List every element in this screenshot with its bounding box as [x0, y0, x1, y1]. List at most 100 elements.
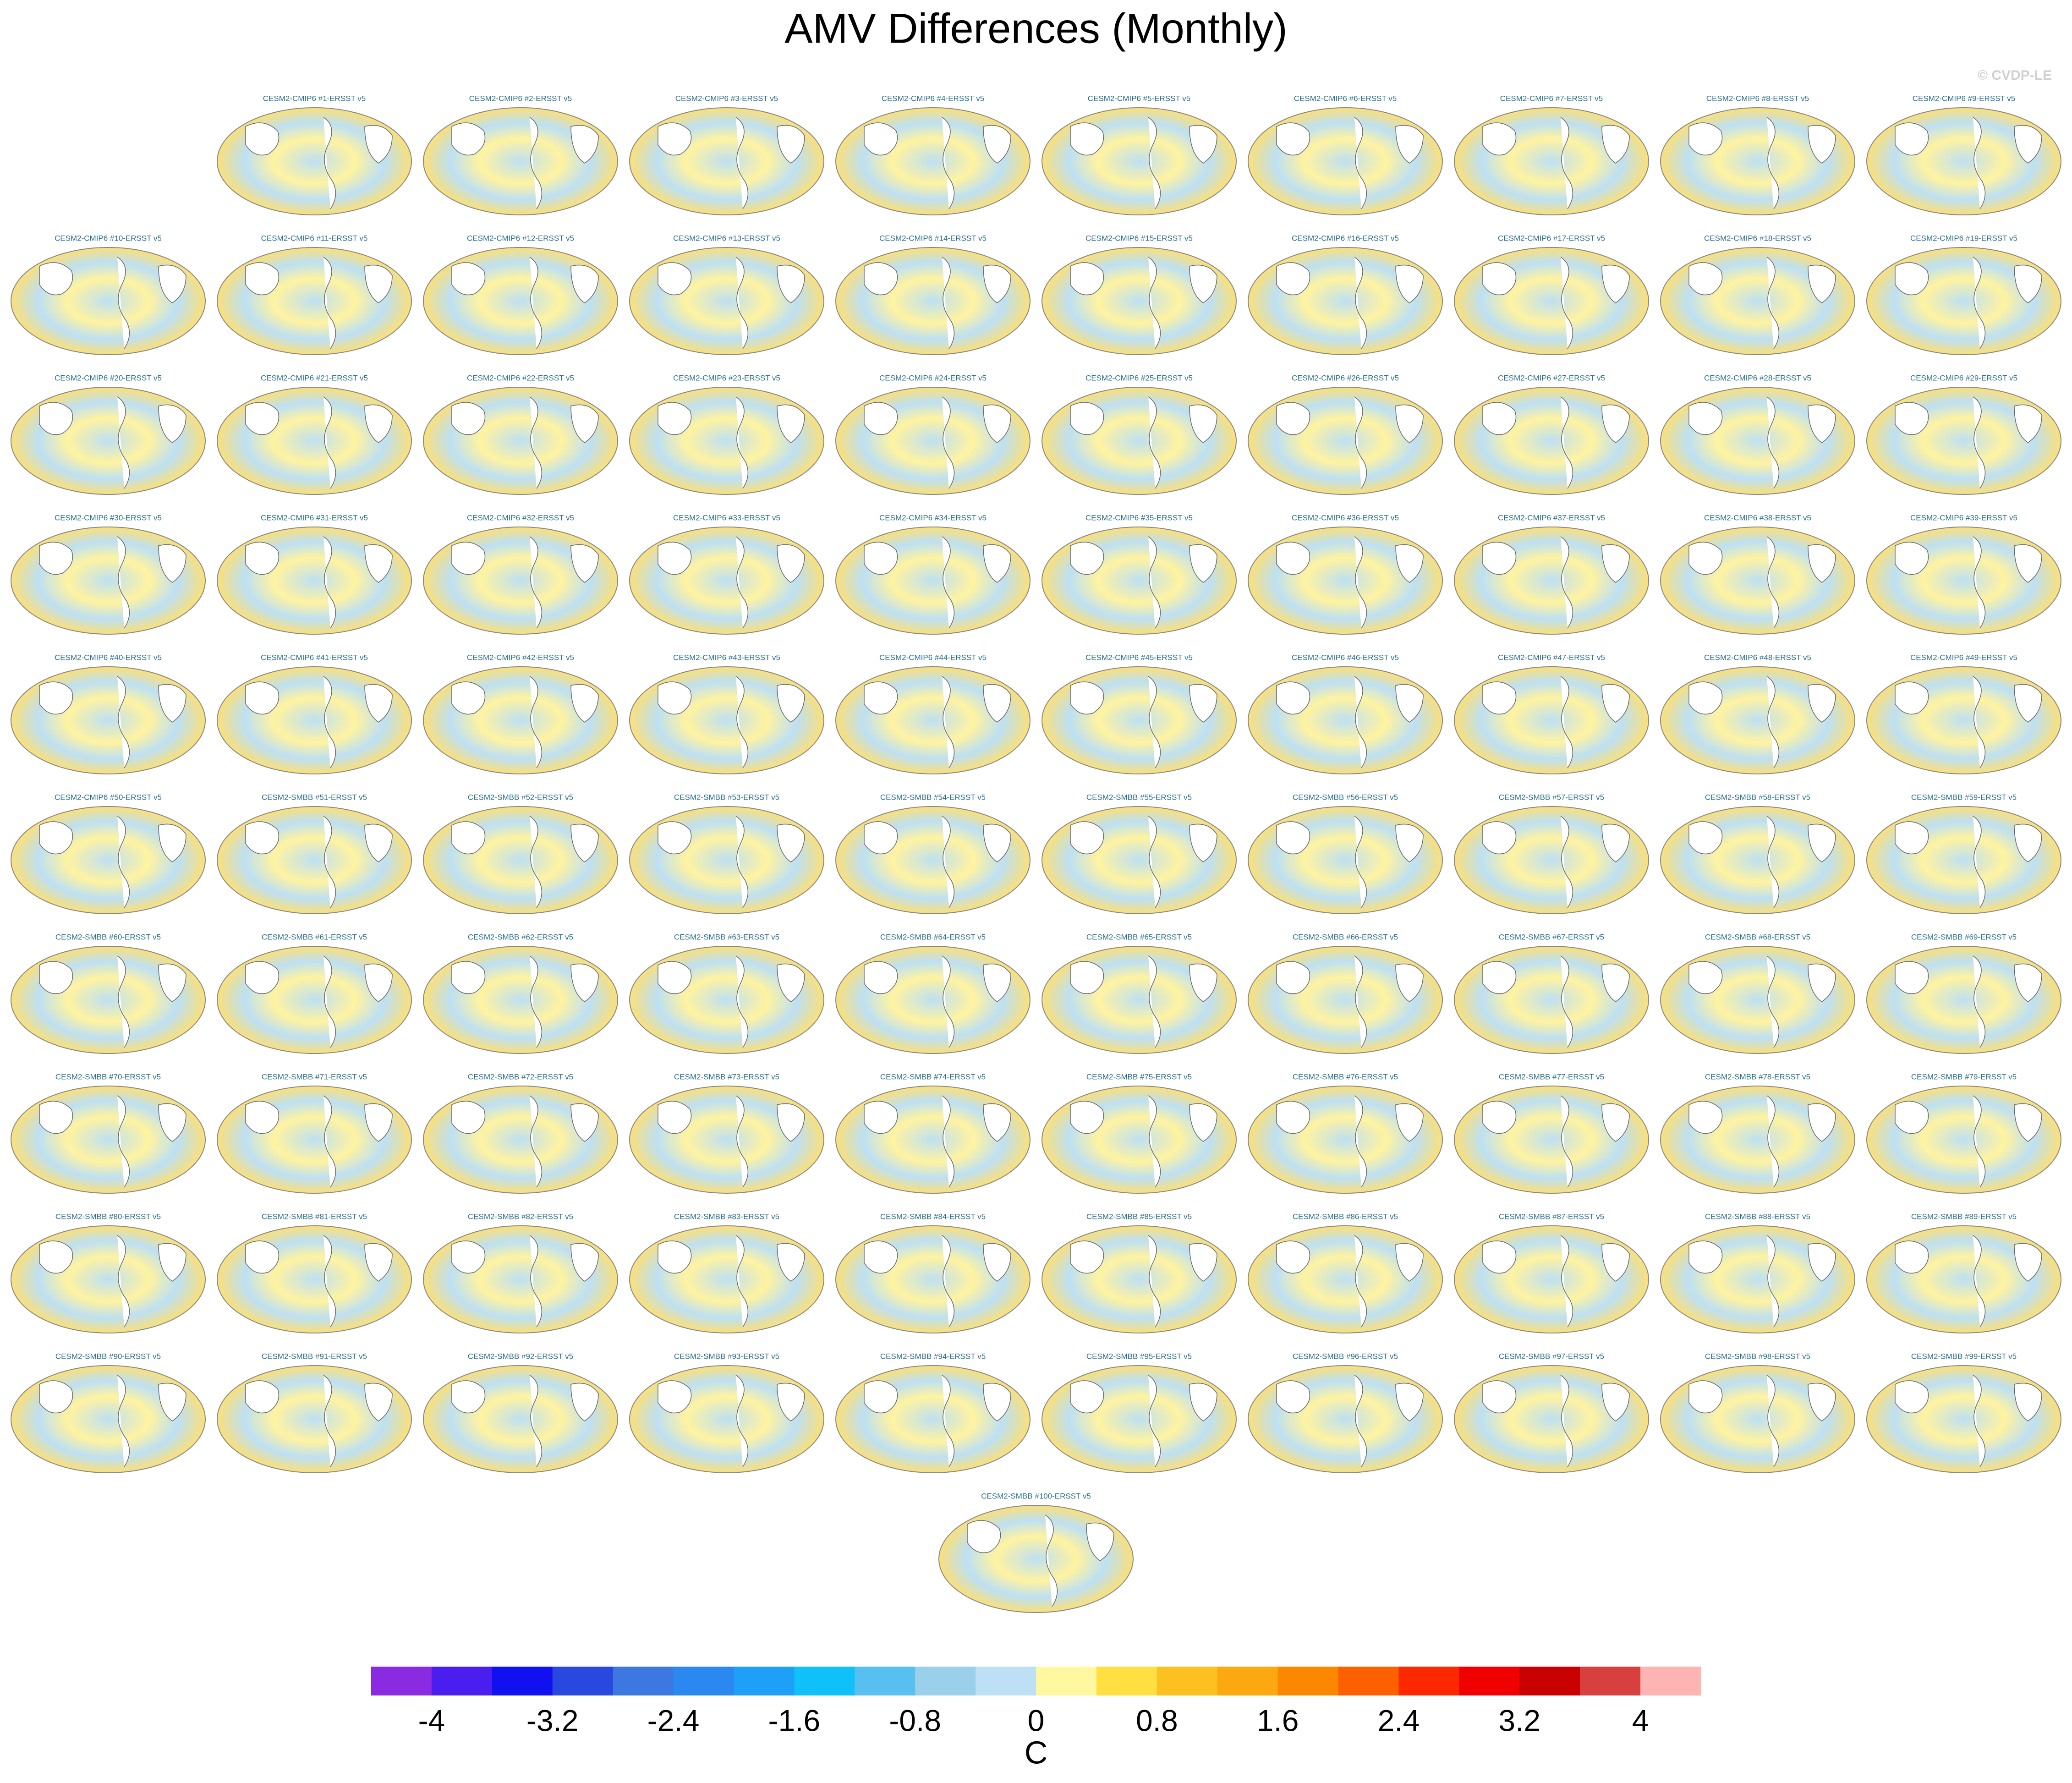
map-globe	[629, 527, 824, 635]
continent-outline	[942, 536, 955, 629]
continent-outline	[1276, 262, 1310, 296]
map-panel: CESM2-CMIP6 #37-ERSST v5	[1454, 513, 1649, 635]
continent-outline	[1354, 1235, 1367, 1328]
panel-title: CESM2-CMIP6 #18-ERSST v5	[1704, 234, 1811, 242]
continent-outline	[1895, 122, 1929, 156]
map-panel: CESM2-CMIP6 #8-ERSST v5	[1660, 94, 1855, 215]
panel-title: CESM2-SMBB #63-ERSST v5	[674, 933, 779, 941]
continent-outline	[1276, 961, 1310, 994]
continent-outline	[117, 536, 130, 629]
panel-title: CESM2-CMIP6 #30-ERSST v5	[55, 513, 162, 522]
continent-outline	[1688, 1240, 1723, 1274]
colorbar-tick-label: -1.6	[768, 1703, 820, 1737]
panel-title: CESM2-CMIP6 #44-ERSST v5	[879, 653, 987, 662]
continent-outline	[1070, 1101, 1104, 1134]
continent-outline	[1973, 955, 1986, 1048]
continent-outline	[777, 963, 805, 1002]
map-panel: CESM2-CMIP6 #22-ERSST v5	[423, 373, 618, 495]
continent-outline	[1395, 125, 1424, 164]
map-globe	[1866, 107, 2061, 215]
continent-outline	[570, 544, 599, 583]
continent-outline	[117, 955, 130, 1048]
map-panel: CESM2-SMBB #66-ERSST v5	[1248, 933, 1443, 1054]
map-globe	[1248, 1365, 1443, 1473]
map-panel: CESM2-SMBB #65-ERSST v5	[1041, 933, 1237, 1054]
continent-outline	[245, 1101, 280, 1134]
continent-outline	[364, 823, 393, 862]
continent-outline	[1482, 262, 1517, 296]
continent-outline	[364, 125, 393, 164]
continent-outline	[1354, 257, 1367, 349]
map-globe	[835, 247, 1031, 355]
continent-outline	[1808, 125, 1836, 164]
map-panel: CESM2-CMIP6 #36-ERSST v5	[1248, 513, 1443, 635]
panel-title: CESM2-SMBB #99-ERSST v5	[1911, 1352, 2017, 1361]
continent-outline	[1354, 117, 1367, 209]
continent-outline	[158, 823, 186, 862]
continent-outline	[529, 1235, 543, 1328]
panel-title: CESM2-SMBB #86-ERSST v5	[1293, 1212, 1398, 1221]
continent-outline	[1766, 955, 1780, 1048]
continent-outline	[2014, 963, 2042, 1002]
continent-outline	[1189, 404, 1217, 443]
map-panel: CESM2-SMBB #60-ERSST v5	[11, 933, 206, 1054]
panel-title: CESM2-SMBB #57-ERSST v5	[1499, 793, 1604, 801]
map-globe	[629, 806, 824, 914]
continent-outline	[1688, 961, 1723, 994]
continent-outline	[1895, 262, 1929, 296]
map-panel: CESM2-CMIP6 #15-ERSST v5	[1041, 234, 1237, 355]
continent-outline	[1895, 961, 1929, 994]
panel-title: CESM2-SMBB #78-ERSST v5	[1705, 1072, 1810, 1081]
continent-outline	[658, 262, 692, 296]
continent-outline	[777, 1103, 805, 1142]
continent-outline	[1601, 963, 1630, 1002]
continent-outline	[39, 681, 73, 715]
panel-title: CESM2-CMIP6 #32-ERSST v5	[467, 513, 574, 522]
continent-outline	[1482, 821, 1517, 855]
continent-outline	[658, 821, 692, 855]
map-globe	[1248, 1086, 1443, 1194]
continent-outline	[1895, 681, 1929, 715]
continent-outline	[864, 122, 898, 156]
continent-outline	[117, 1375, 130, 1467]
panel-title: CESM2-CMIP6 #12-ERSST v5	[467, 234, 574, 242]
map-panel: CESM2-SMBB #51-ERSST v5	[217, 793, 412, 914]
colorbar-box	[492, 1667, 553, 1695]
continent-outline	[942, 396, 955, 489]
panel-title: CESM2-CMIP6 #3-ERSST v5	[675, 94, 778, 103]
map-panel: CESM2-SMBB #96-ERSST v5	[1248, 1352, 1443, 1473]
map-panel: CESM2-CMIP6 #18-ERSST v5	[1660, 234, 1855, 355]
colorbar-box	[855, 1667, 915, 1695]
panel-title: CESM2-CMIP6 #22-ERSST v5	[467, 373, 574, 382]
continent-outline	[864, 542, 898, 575]
map-globe	[629, 107, 824, 215]
continent-outline	[1560, 1235, 1573, 1328]
map-panel: CESM2-SMBB #83-ERSST v5	[629, 1212, 824, 1333]
continent-outline	[39, 542, 73, 575]
colorbar-box	[1459, 1667, 1520, 1695]
map-globe	[1660, 946, 1855, 1054]
continent-outline	[1766, 1235, 1780, 1328]
map-globe	[217, 1365, 412, 1473]
continent-outline	[323, 676, 336, 768]
map-panel: CESM2-CMIP6 #11-ERSST v5	[217, 234, 412, 355]
continent-outline	[1354, 816, 1367, 908]
continent-outline	[658, 1101, 692, 1134]
map-panel: CESM2-SMBB #85-ERSST v5	[1041, 1212, 1237, 1333]
map-globe	[629, 1086, 824, 1194]
colorbar-box	[1036, 1667, 1097, 1695]
continent-outline	[1688, 402, 1723, 435]
colorbar-tick-label: -0.8	[889, 1703, 941, 1737]
continent-outline	[1973, 1375, 1986, 1467]
map-panel: CESM2-CMIP6 #30-ERSST v5	[11, 513, 206, 635]
continent-outline	[942, 117, 955, 209]
continent-outline	[323, 536, 336, 629]
continent-outline	[1601, 823, 1630, 862]
panel-title: CESM2-SMBB #91-ERSST v5	[262, 1352, 367, 1361]
continent-outline	[1766, 257, 1780, 349]
map-globe	[1248, 107, 1443, 215]
continent-outline	[1482, 402, 1517, 435]
continent-outline	[1354, 396, 1367, 489]
map-globe	[1866, 387, 2061, 495]
